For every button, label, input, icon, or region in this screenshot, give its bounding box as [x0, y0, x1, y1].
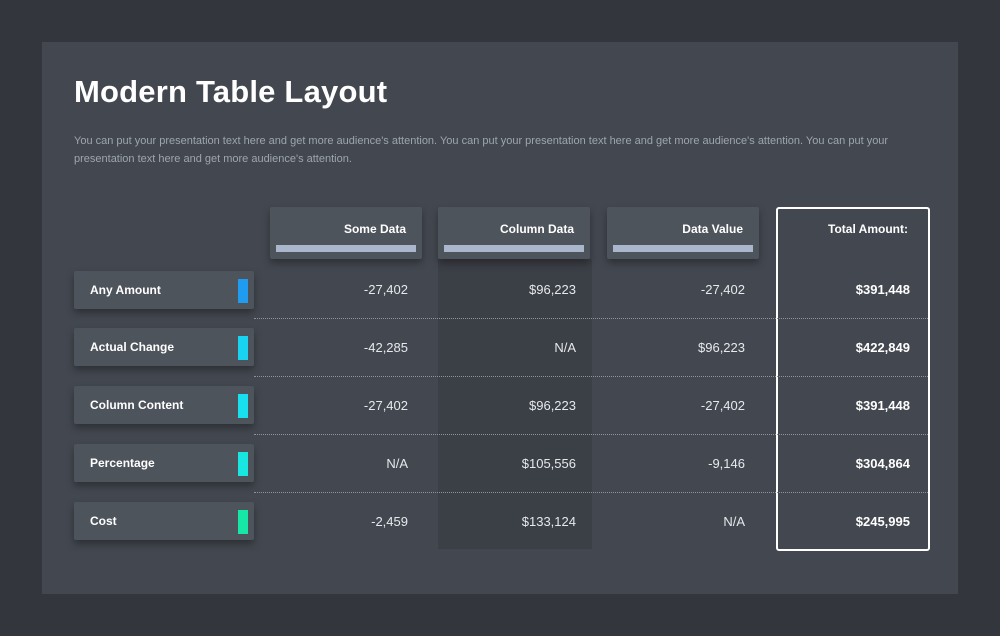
table-cell: N/A	[386, 456, 408, 471]
row-color-marker	[238, 394, 248, 418]
row-label: Actual Change	[90, 340, 175, 354]
column-data-band	[438, 259, 592, 549]
total-cell: $304,864	[855, 456, 910, 471]
header-label: Total Amount:	[828, 222, 908, 236]
row-divider	[254, 318, 928, 319]
table-cell: N/A	[554, 340, 576, 355]
table-cell: $96,223	[529, 398, 576, 413]
table-cell: $96,223	[529, 282, 576, 297]
header-bar	[613, 245, 753, 252]
table-cell: -2,459	[371, 514, 408, 529]
table-cell: N/A	[723, 514, 745, 529]
row-label-card: Any Amount	[74, 271, 254, 309]
row-color-marker	[238, 279, 248, 303]
header-data-value: Data Value	[607, 207, 759, 259]
row-label: Cost	[90, 514, 117, 528]
table-cell: -27,402	[700, 282, 745, 297]
row-color-marker	[238, 510, 248, 534]
row-color-marker	[238, 452, 248, 476]
total-cell: $391,448	[855, 282, 910, 297]
row-color-marker	[238, 336, 248, 360]
total-cell: $391,448	[855, 398, 910, 413]
table-cell: -9,146	[708, 456, 745, 471]
header-column-data: Column Data	[438, 207, 590, 259]
row-label-card: Percentage	[74, 444, 254, 482]
row-divider	[254, 434, 928, 435]
header-label: Some Data	[343, 222, 406, 236]
header-total-amount: Total Amount:	[776, 207, 928, 259]
table-cell: -27,402	[363, 398, 408, 413]
row-label: Any Amount	[90, 283, 161, 297]
total-column-outline	[776, 207, 930, 551]
header-bar	[276, 245, 416, 252]
row-label-card: Cost	[74, 502, 254, 540]
header-bar	[444, 245, 584, 252]
row-label-card: Column Content	[74, 386, 254, 424]
total-cell: $422,849	[855, 340, 910, 355]
header-label: Column Data	[499, 222, 574, 236]
table-cell: $133,124	[521, 514, 576, 529]
page-title: Modern Table Layout	[74, 74, 388, 109]
total-cell: $245,995	[855, 514, 910, 529]
page-subtitle: You can put your presentation text here …	[74, 135, 889, 165]
row-label: Percentage	[90, 456, 155, 470]
header-some-data: Some Data	[270, 207, 422, 259]
row-label-card: Actual Change	[74, 328, 254, 366]
header-label: Data Value	[682, 222, 743, 236]
table-cell: $105,556	[521, 456, 576, 471]
row-label: Column Content	[90, 398, 184, 412]
slide: Modern Table Layout You can put your pre…	[42, 42, 958, 594]
row-divider	[254, 376, 928, 377]
table-cell: $96,223	[698, 340, 745, 355]
table-cell: -42,285	[363, 340, 408, 355]
row-divider	[254, 492, 928, 493]
table-cell: -27,402	[363, 282, 408, 297]
table-cell: -27,402	[700, 398, 745, 413]
